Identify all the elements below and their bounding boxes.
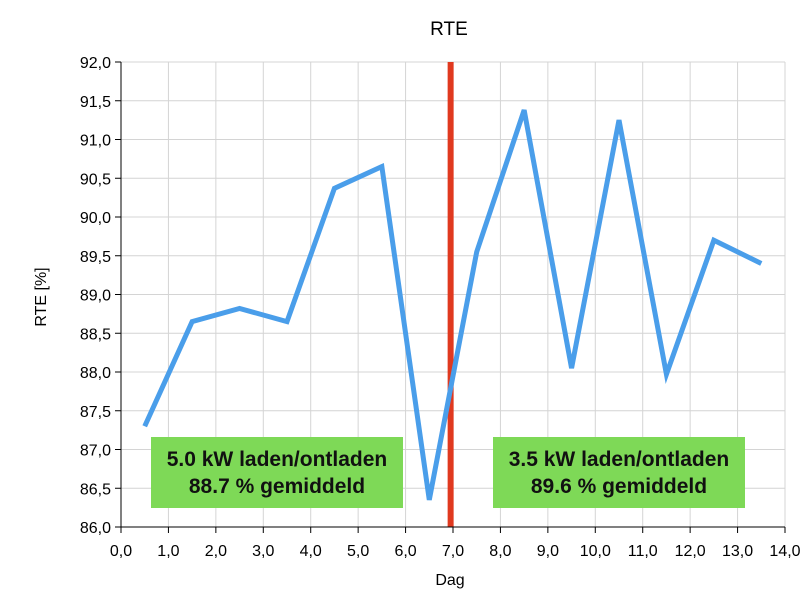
y-tick-label: 91,0 (80, 133, 111, 150)
x-tick-label: 2,0 (205, 543, 227, 560)
y-tick-label: 88,0 (80, 365, 111, 382)
x-tick-label: 4,0 (300, 543, 322, 560)
x-tick-label: 10,0 (580, 543, 611, 560)
annotations: 5.0 kW laden/ontladen 88.7 % gemiddeld 3.5… (151, 437, 745, 508)
x-tick-label: 6,0 (394, 543, 416, 560)
annotation-box: 5.0 kW laden/ontladen 88.7 % gemiddeld (151, 437, 403, 508)
x-tick-label: 11,0 (628, 543, 658, 560)
y-tick-label: 90,5 (80, 171, 111, 188)
annotation-text: 88.7 % gemiddeld (189, 475, 365, 498)
x-tick-label: 5,0 (347, 543, 369, 560)
chart-title: RTE (430, 19, 468, 40)
y-tick-label: 88,5 (80, 326, 111, 343)
y-tick-label: 89,5 (80, 249, 111, 266)
x-tick-label: 7,0 (442, 543, 464, 560)
x-tick-label: 13,0 (722, 543, 753, 560)
annotation-text: 5.0 kW laden/ontladen (167, 448, 388, 471)
x-tick-label: 14,0 (769, 543, 800, 560)
y-axis-label: RTE [%] (33, 267, 50, 326)
x-tick-label: 8,0 (489, 543, 511, 560)
axes: 0,0 1,0 2,0 3,0 4,0 5,0 6,0 7,0 8,0 9,0 10,0 11,0 12… (80, 55, 800, 560)
x-tick-label: 3,0 (252, 543, 274, 560)
annotation-text: 89.6 % gemiddeld (531, 475, 707, 498)
y-tick-label: 86,0 (80, 520, 111, 537)
y-tick-label: 87,0 (80, 443, 111, 460)
y-tick-label: 89,0 (80, 288, 111, 305)
annotation-background (151, 437, 403, 508)
y-tick-label: 90,0 (80, 210, 111, 227)
y-tick-label: 92,0 (80, 55, 111, 72)
series-layer (142, 109, 763, 501)
annotation-text: 3.5 kW laden/ontladen (509, 448, 730, 471)
x-axis-label: Dag (435, 572, 464, 589)
x-tick-label: 0,0 (110, 543, 132, 560)
series-line (142, 109, 763, 501)
y-tick-label: 91,5 (80, 94, 111, 111)
annotation-background (493, 437, 745, 508)
x-tick-label: 9,0 (537, 543, 559, 560)
y-tick-label: 87,5 (80, 404, 111, 421)
y-tick-label: 86,5 (80, 481, 111, 498)
annotation-box: 3.5 kW laden/ontladen 89.6 % gemiddeld (493, 437, 745, 508)
x-tick-label: 12,0 (675, 543, 706, 560)
x-tick-label: 1,0 (157, 543, 179, 560)
